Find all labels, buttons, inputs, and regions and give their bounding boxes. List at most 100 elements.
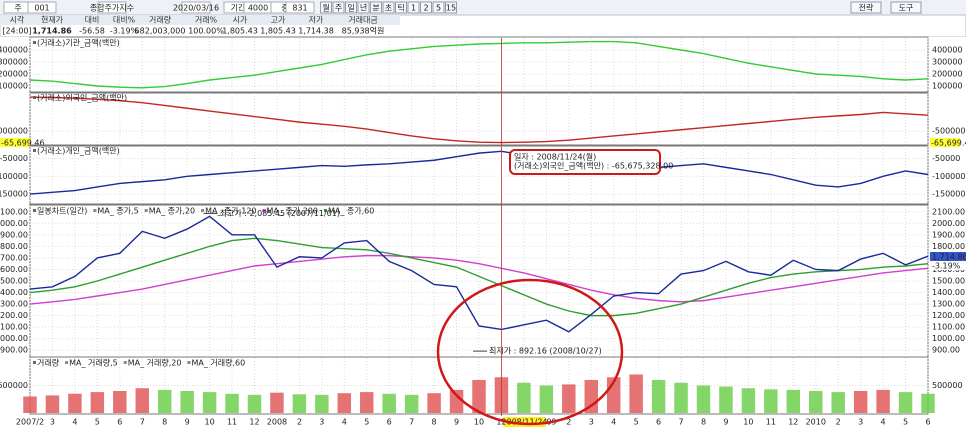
y-tick-label: 1700.00 bbox=[0, 253, 28, 262]
x-tick-label: 10 bbox=[474, 418, 484, 427]
x-tick-label: 4 bbox=[72, 418, 77, 427]
x-tick-label: 7 bbox=[679, 418, 684, 427]
toolbar-text: 종합주가지수 bbox=[90, 4, 134, 13]
x-tick-label: 8 bbox=[162, 418, 167, 427]
tool-button-label: 전략 bbox=[859, 3, 874, 13]
x-tick-label: 11 bbox=[766, 418, 776, 427]
y-tick-label: -50000 bbox=[932, 154, 960, 163]
toolbar-bg bbox=[0, 0, 966, 15]
x-tick-label: 2 bbox=[297, 418, 302, 427]
y-tick-label: 1200.00 bbox=[0, 311, 28, 320]
volume-bar bbox=[404, 394, 419, 413]
cursor-value: -65,699.46 bbox=[1, 139, 45, 148]
quote-value: 1,805.43 bbox=[222, 27, 258, 36]
period-button-label: 15 bbox=[446, 4, 456, 13]
volume-bar bbox=[449, 389, 464, 413]
period-button[interactable] bbox=[357, 1, 370, 14]
extreme-label: 최저가 : 892.16 (2008/10/27) bbox=[489, 346, 602, 356]
y-tick-label: 1900.00 bbox=[0, 230, 28, 239]
period-button[interactable] bbox=[332, 1, 345, 14]
tooltip-box bbox=[509, 149, 661, 175]
quote-header: 시각 bbox=[10, 15, 25, 25]
period-button[interactable] bbox=[407, 1, 420, 14]
y-tick-label: 200000 bbox=[932, 70, 963, 79]
period-button-label: 초 bbox=[385, 4, 392, 13]
period-button-label: 1 bbox=[411, 4, 416, 13]
series-line bbox=[29, 237, 929, 317]
x-tick-label: 7 bbox=[140, 418, 145, 427]
legend-swatch bbox=[33, 96, 36, 99]
period-button[interactable] bbox=[420, 1, 432, 14]
legend-swatch bbox=[33, 41, 36, 44]
quote-header: 대비 bbox=[85, 16, 100, 25]
period-button[interactable] bbox=[345, 1, 357, 14]
y-tick-label: -50000 bbox=[0, 154, 28, 163]
x-tick-label: 12 bbox=[249, 418, 259, 427]
legend-swatch bbox=[144, 209, 148, 212]
x-tick-label: 11 bbox=[496, 418, 506, 427]
y-tick-label: 100000 bbox=[932, 82, 963, 91]
legend-entry: (거래소)기관_금액(백만) bbox=[37, 38, 120, 48]
x-tick-label: 10 bbox=[205, 418, 215, 427]
volume-bar bbox=[180, 391, 194, 413]
y-tick-label: 900.00 bbox=[0, 346, 28, 355]
x-tick-label: 2 bbox=[566, 418, 571, 427]
quote-header: 고가 bbox=[271, 16, 286, 25]
period-button[interactable] bbox=[445, 1, 457, 14]
toolbar-field bbox=[285, 1, 315, 14]
volume-bar bbox=[23, 396, 37, 413]
volume-bar bbox=[315, 394, 329, 413]
y-tick-label: 2000.00 bbox=[0, 219, 28, 228]
period-button[interactable] bbox=[395, 1, 407, 14]
x-tick-label: 3 bbox=[858, 418, 863, 427]
period-button[interactable] bbox=[432, 1, 445, 14]
x-tick-label: 10 bbox=[743, 418, 753, 427]
y-tick-label: 1100.00 bbox=[932, 323, 965, 332]
y-tick-label: 2100.00 bbox=[932, 207, 965, 216]
y-tick-label: 1200.00 bbox=[932, 311, 965, 320]
chart-bg bbox=[0, 37, 966, 429]
x-tick-label: 3 bbox=[319, 418, 324, 427]
volume-bar bbox=[809, 391, 823, 413]
y-tick-label: 1500.00 bbox=[932, 277, 965, 286]
y-tick-label: 1400.00 bbox=[0, 288, 28, 297]
tool-button[interactable] bbox=[850, 1, 882, 14]
toolbar-text: 주 bbox=[14, 4, 21, 13]
x-tick-label: 9 bbox=[185, 418, 190, 427]
tooltip-line: (거래소)외국인_금액(백만) : -65,675,328.00 bbox=[514, 161, 673, 171]
x-tick-label: 2007/2 bbox=[16, 418, 44, 427]
legend-swatch bbox=[323, 209, 327, 212]
quote-value: -3.19% bbox=[110, 27, 139, 36]
x-tick-label: 4 bbox=[611, 418, 616, 427]
volume-bar bbox=[696, 385, 711, 413]
toolbar-field bbox=[97, 1, 127, 14]
volume-bar bbox=[292, 394, 307, 413]
tool-button[interactable] bbox=[890, 1, 922, 14]
period-button[interactable] bbox=[382, 1, 395, 14]
volume-bar bbox=[539, 385, 554, 413]
volume-bar bbox=[472, 380, 486, 413]
volume-bar bbox=[90, 392, 105, 413]
x-tick-label: 2 bbox=[836, 418, 841, 427]
x-tick-label: 4 bbox=[881, 418, 886, 427]
series-line bbox=[29, 150, 929, 195]
quote-value: -56.58 bbox=[79, 27, 105, 36]
volume-bar bbox=[876, 389, 890, 413]
period-button-label: 2 bbox=[423, 4, 428, 13]
volume-bar bbox=[764, 389, 778, 413]
legend-entry: MA_ 거래량,20 bbox=[128, 358, 182, 368]
legend-entry: MA_ 종가,5 bbox=[97, 207, 138, 216]
volume-bar bbox=[270, 392, 284, 413]
period-button[interactable] bbox=[320, 1, 332, 14]
period-button[interactable] bbox=[370, 1, 382, 14]
y-tick-label: 500000 bbox=[0, 381, 28, 390]
legend-entry: MA_ 종가,20 bbox=[149, 207, 195, 216]
period-button-label: 분 bbox=[372, 4, 379, 13]
x-tick-label: 4 bbox=[342, 418, 347, 427]
legend-entry: MA_ 종가,200 bbox=[267, 207, 318, 216]
x-tick-label: 6 bbox=[925, 418, 930, 427]
y-tick-label: 100000 bbox=[0, 82, 28, 91]
x-tick-label: 6 bbox=[656, 418, 661, 427]
